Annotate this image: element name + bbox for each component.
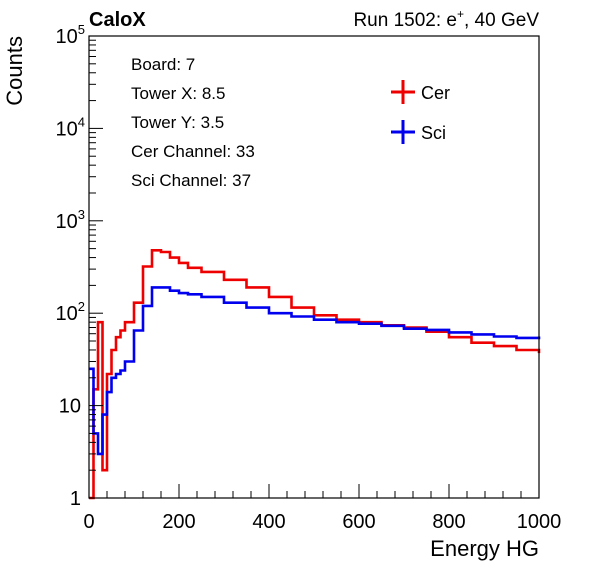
legend: Cer Sci (391, 80, 450, 144)
tick-layer: 0 200 400 600 800 1000 1 10 102 103 104 105 (56, 22, 562, 533)
y-axis-title: Counts (2, 36, 27, 106)
x-tick-label: 0 (83, 511, 94, 533)
x-tick-label: 200 (162, 511, 195, 533)
info-line-sci-channel: Sci Channel: 37 (131, 171, 251, 190)
plot-frame (88, 35, 540, 499)
info-line-board: Board: 7 (131, 55, 195, 74)
y-tick-label: 105 (56, 22, 85, 48)
x-tick-label: 400 (252, 511, 285, 533)
info-line-cer-channel: Cer Channel: 33 (131, 142, 255, 161)
x-tick-label: 1000 (517, 511, 562, 533)
x-axis-title: Energy HG (430, 536, 539, 561)
header-left-label: CaloX (89, 9, 146, 31)
series-line-sci (89, 286, 541, 456)
y-tick-label: 102 (56, 299, 85, 325)
x-tick-label: 800 (432, 511, 465, 533)
info-box (120, 44, 360, 194)
legend-label-sci: Sci (421, 123, 446, 143)
info-line-tower-y: Tower Y: 3.5 (131, 113, 224, 132)
x-tick-label: 600 (342, 511, 375, 533)
y-tick-label: 104 (56, 114, 85, 140)
info-line-tower-x: Tower X: 8.5 (131, 84, 226, 103)
y-tick-label: 103 (56, 207, 85, 233)
header-right-label: Run 1502: e+, 40 GeV (353, 7, 539, 31)
legend-label-cer: Cer (421, 83, 450, 103)
y-tick-label: 10 (59, 396, 81, 418)
series-layer (89, 249, 541, 500)
y-tick-label: 1 (70, 488, 81, 510)
